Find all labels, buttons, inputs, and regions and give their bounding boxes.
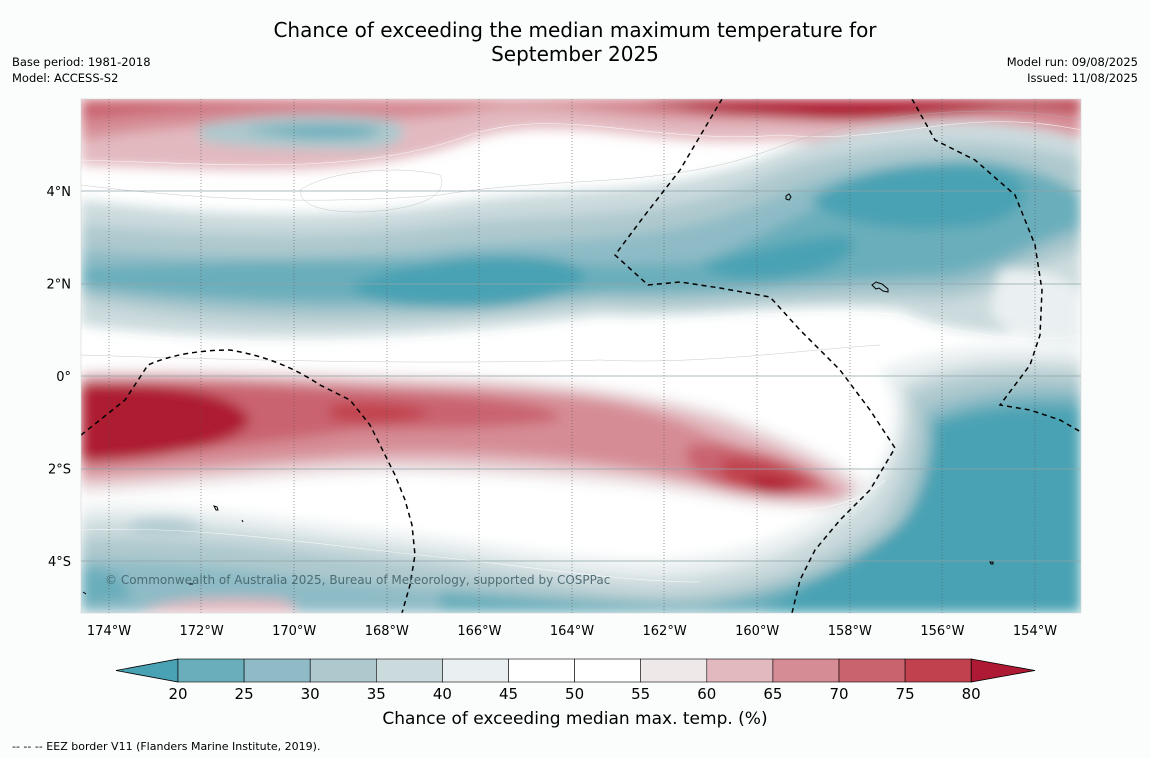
colorbar-segment <box>309 658 377 683</box>
colorbar-tick: 35 <box>367 685 386 703</box>
colorbar-label: Chance of exceeding median max. temp. (%… <box>382 709 768 729</box>
colorbar-segment <box>640 658 708 683</box>
colorbar-segment <box>177 658 245 683</box>
colorbar-segment <box>772 658 840 683</box>
lon-label: 162°W <box>643 624 687 639</box>
lon-label: 174°W <box>87 624 131 639</box>
lat-label: 4°S <box>48 555 71 570</box>
colorbar-segment <box>243 658 311 683</box>
lon-label: 160°W <box>735 624 779 639</box>
colorbar-segment <box>904 658 972 683</box>
colorbar-tick: 50 <box>565 685 584 703</box>
colorbar-tick: 25 <box>235 685 254 703</box>
colorbar-tick: 75 <box>896 685 915 703</box>
model-run: Model run: 09/08/2025 <box>1006 55 1138 69</box>
eez-border-lines <box>81 99 1081 613</box>
map-title: Chance of exceeding the median maximum t… <box>0 18 1150 66</box>
colorbar-tick: 55 <box>631 685 650 703</box>
lat-label: 2°N <box>47 278 72 293</box>
colorbar-tick: 45 <box>499 685 518 703</box>
lon-label: 156°W <box>920 624 964 639</box>
colorbar-extend-high <box>970 658 1036 683</box>
colorbar-tick: 60 <box>697 685 716 703</box>
lon-label: 164°W <box>550 624 594 639</box>
colorbar-segment <box>706 658 774 683</box>
lon-label: 170°W <box>272 624 316 639</box>
islands <box>82 193 994 595</box>
lat-label: 0° <box>56 370 71 385</box>
forecast-map: © Commonwealth of Australia 2025, Bureau… <box>81 99 1081 613</box>
colorbar-tick: 40 <box>433 685 452 703</box>
lon-label: 168°W <box>365 624 409 639</box>
title-line-1: Chance of exceeding the median maximum t… <box>273 18 877 42</box>
colorbar-segment <box>508 658 575 683</box>
longitude-labels: 174°W 172°W 170°W 168°W 166°W 164°W 162°W 160°W… <box>87 624 1057 639</box>
colorbar-tick: 70 <box>829 685 848 703</box>
lon-label: 158°W <box>828 624 872 639</box>
latitude-labels: 4°N 2°N 0° 2°S 4°S <box>47 185 72 570</box>
model-name: Model: ACCESS-S2 <box>12 71 119 85</box>
lat-label: 4°N <box>47 185 72 200</box>
lat-label: 2°S <box>48 463 71 478</box>
lon-label: 166°W <box>457 624 501 639</box>
lon-label: 172°W <box>180 624 224 639</box>
colorbar-extend-low <box>115 658 179 683</box>
eez-footnote: -- -- -- EEZ border V11 (Flanders Marine… <box>12 740 321 753</box>
issued-date: Issued: 11/08/2025 <box>1027 71 1138 85</box>
copyright-notice: © Commonwealth of Australia 2025, Bureau… <box>105 573 610 587</box>
colorbar-segment <box>375 658 443 683</box>
colorbar: 20 25 30 35 40 45 50 55 60 65 70 75 80 <box>115 658 1036 703</box>
base-period: Base period: 1981-2018 <box>12 55 151 69</box>
colorbar-segment <box>838 658 906 683</box>
title-line-2: September 2025 <box>491 42 659 66</box>
colorbar-tick: 80 <box>962 685 981 703</box>
colorbar-tick: 65 <box>763 685 782 703</box>
colorbar-tick: 30 <box>301 685 320 703</box>
colorbar-segment <box>442 658 509 683</box>
metadata-right: Model run: 09/08/2025 Issued: 11/08/2025 <box>1007 54 1138 86</box>
colorbar-tick: 20 <box>168 685 187 703</box>
colorbar-segment <box>574 658 641 683</box>
lon-label: 154°W <box>1013 624 1057 639</box>
metadata-left: Base period: 1981-2018 Model: ACCESS-S2 <box>12 54 151 86</box>
